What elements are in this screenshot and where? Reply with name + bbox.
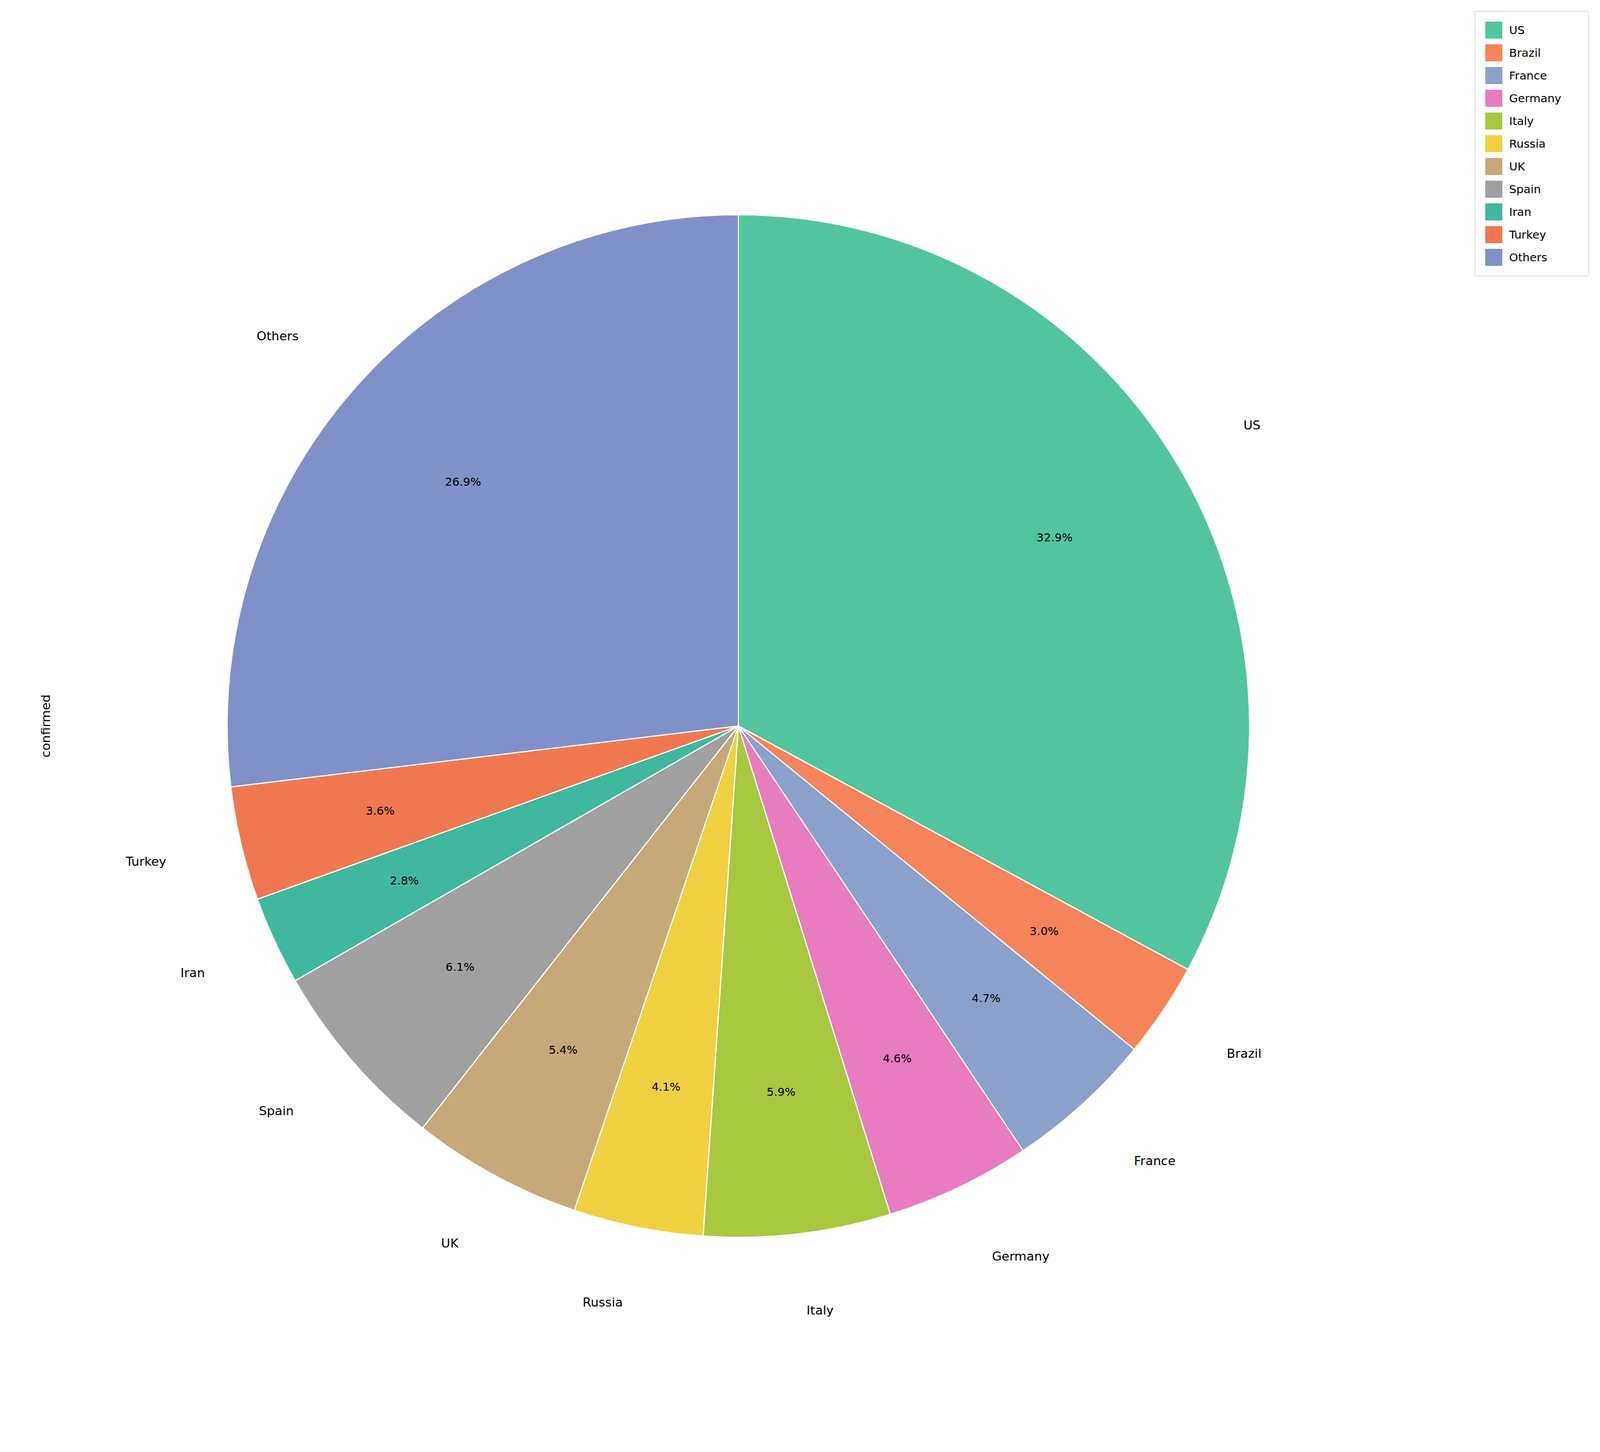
legend-item: Others: [1485, 248, 1548, 266]
slice-label: Turkey: [124, 854, 167, 869]
data-label: 32.9%: [1036, 530, 1073, 545]
legend-label: Others: [1509, 250, 1548, 265]
y-axis-label: confirmed: [38, 694, 53, 758]
legend-item: US: [1485, 21, 1525, 39]
data-label: 6.1%: [445, 959, 475, 974]
legend-label: Brazil: [1509, 46, 1541, 60]
legend-label: Turkey: [1508, 227, 1547, 242]
legend: US Brazil France Germany Italy Russia UK Spain I…: [1475, 11, 1589, 277]
legend-item: Spain: [1485, 180, 1541, 198]
data-label: 4.1%: [651, 1079, 681, 1094]
legend-swatch: [1485, 135, 1503, 153]
legend-item: Brazil: [1485, 44, 1541, 62]
legend-swatch: [1485, 203, 1503, 221]
legend-swatch: [1485, 248, 1503, 266]
slices: [227, 214, 1250, 1238]
legend-frame: [1475, 11, 1589, 277]
slice-label: Russia: [582, 1294, 624, 1310]
data-labels: 32.9% 3.0% 4.7% 4.6% 5.9% 4.1% 5.4% 6.1% 2.8% 3.6…: [365, 474, 1073, 1099]
data-label: 3.0%: [1029, 924, 1059, 938]
legend-swatch: [1485, 89, 1503, 107]
legend-label: Spain: [1509, 182, 1541, 196]
slice-label: US: [1243, 418, 1261, 433]
legend-label: Italy: [1509, 114, 1535, 128]
data-label: 5.4%: [548, 1042, 578, 1057]
slice-label: Iran: [180, 965, 206, 980]
slice-label: Germany: [992, 1248, 1050, 1264]
legend-item: Iran: [1485, 203, 1532, 221]
legend-swatch: [1485, 157, 1503, 175]
legend-swatch: [1485, 21, 1503, 39]
slice: [227, 214, 739, 787]
data-label: 26.9%: [445, 474, 482, 489]
legend-label: Russia: [1509, 136, 1546, 151]
data-label: 4.6%: [882, 1051, 912, 1065]
legend-item: UK: [1485, 157, 1526, 175]
legend-swatch: [1485, 226, 1503, 244]
slice-label: Spain: [258, 1103, 294, 1118]
slice-label: Others: [256, 328, 299, 344]
slice-label: Italy: [806, 1302, 834, 1318]
slice-labels: US Brazil France Germany Italy Russia UK Spain I…: [124, 328, 1262, 1318]
data-label: 5.9%: [766, 1084, 796, 1099]
legend-label: Iran: [1509, 205, 1532, 219]
legend-label: US: [1509, 23, 1525, 37]
data-label: 3.6%: [365, 803, 395, 818]
legend-item: Turkey: [1485, 226, 1547, 244]
slice-label: France: [1134, 1153, 1176, 1168]
legend-swatch: [1485, 112, 1503, 130]
legend-item: France: [1485, 67, 1548, 85]
legend-label: Germany: [1509, 91, 1562, 106]
legend-label: France: [1509, 68, 1548, 83]
pie: 32.9% 3.0% 4.7% 4.6% 5.9% 4.1% 5.4% 6.1% 2.8% 3.6…: [124, 214, 1262, 1318]
slice-label: UK: [441, 1235, 459, 1251]
legend-swatch: [1485, 180, 1503, 198]
legend-item: Russia: [1485, 135, 1546, 153]
legend-item: Germany: [1485, 89, 1562, 107]
legend-label: UK: [1509, 159, 1526, 174]
data-label: 2.8%: [390, 873, 420, 888]
chart: 32.9% 3.0% 4.7% 4.6% 5.9% 4.1% 5.4% 6.1% 2.8% 3.6…: [0, 0, 1600, 1452]
legend-swatch: [1485, 44, 1503, 62]
legend-item: Italy: [1485, 112, 1535, 130]
slice-label: Brazil: [1226, 1046, 1262, 1061]
data-label: 4.7%: [971, 991, 1001, 1005]
legend-swatch: [1485, 67, 1503, 85]
